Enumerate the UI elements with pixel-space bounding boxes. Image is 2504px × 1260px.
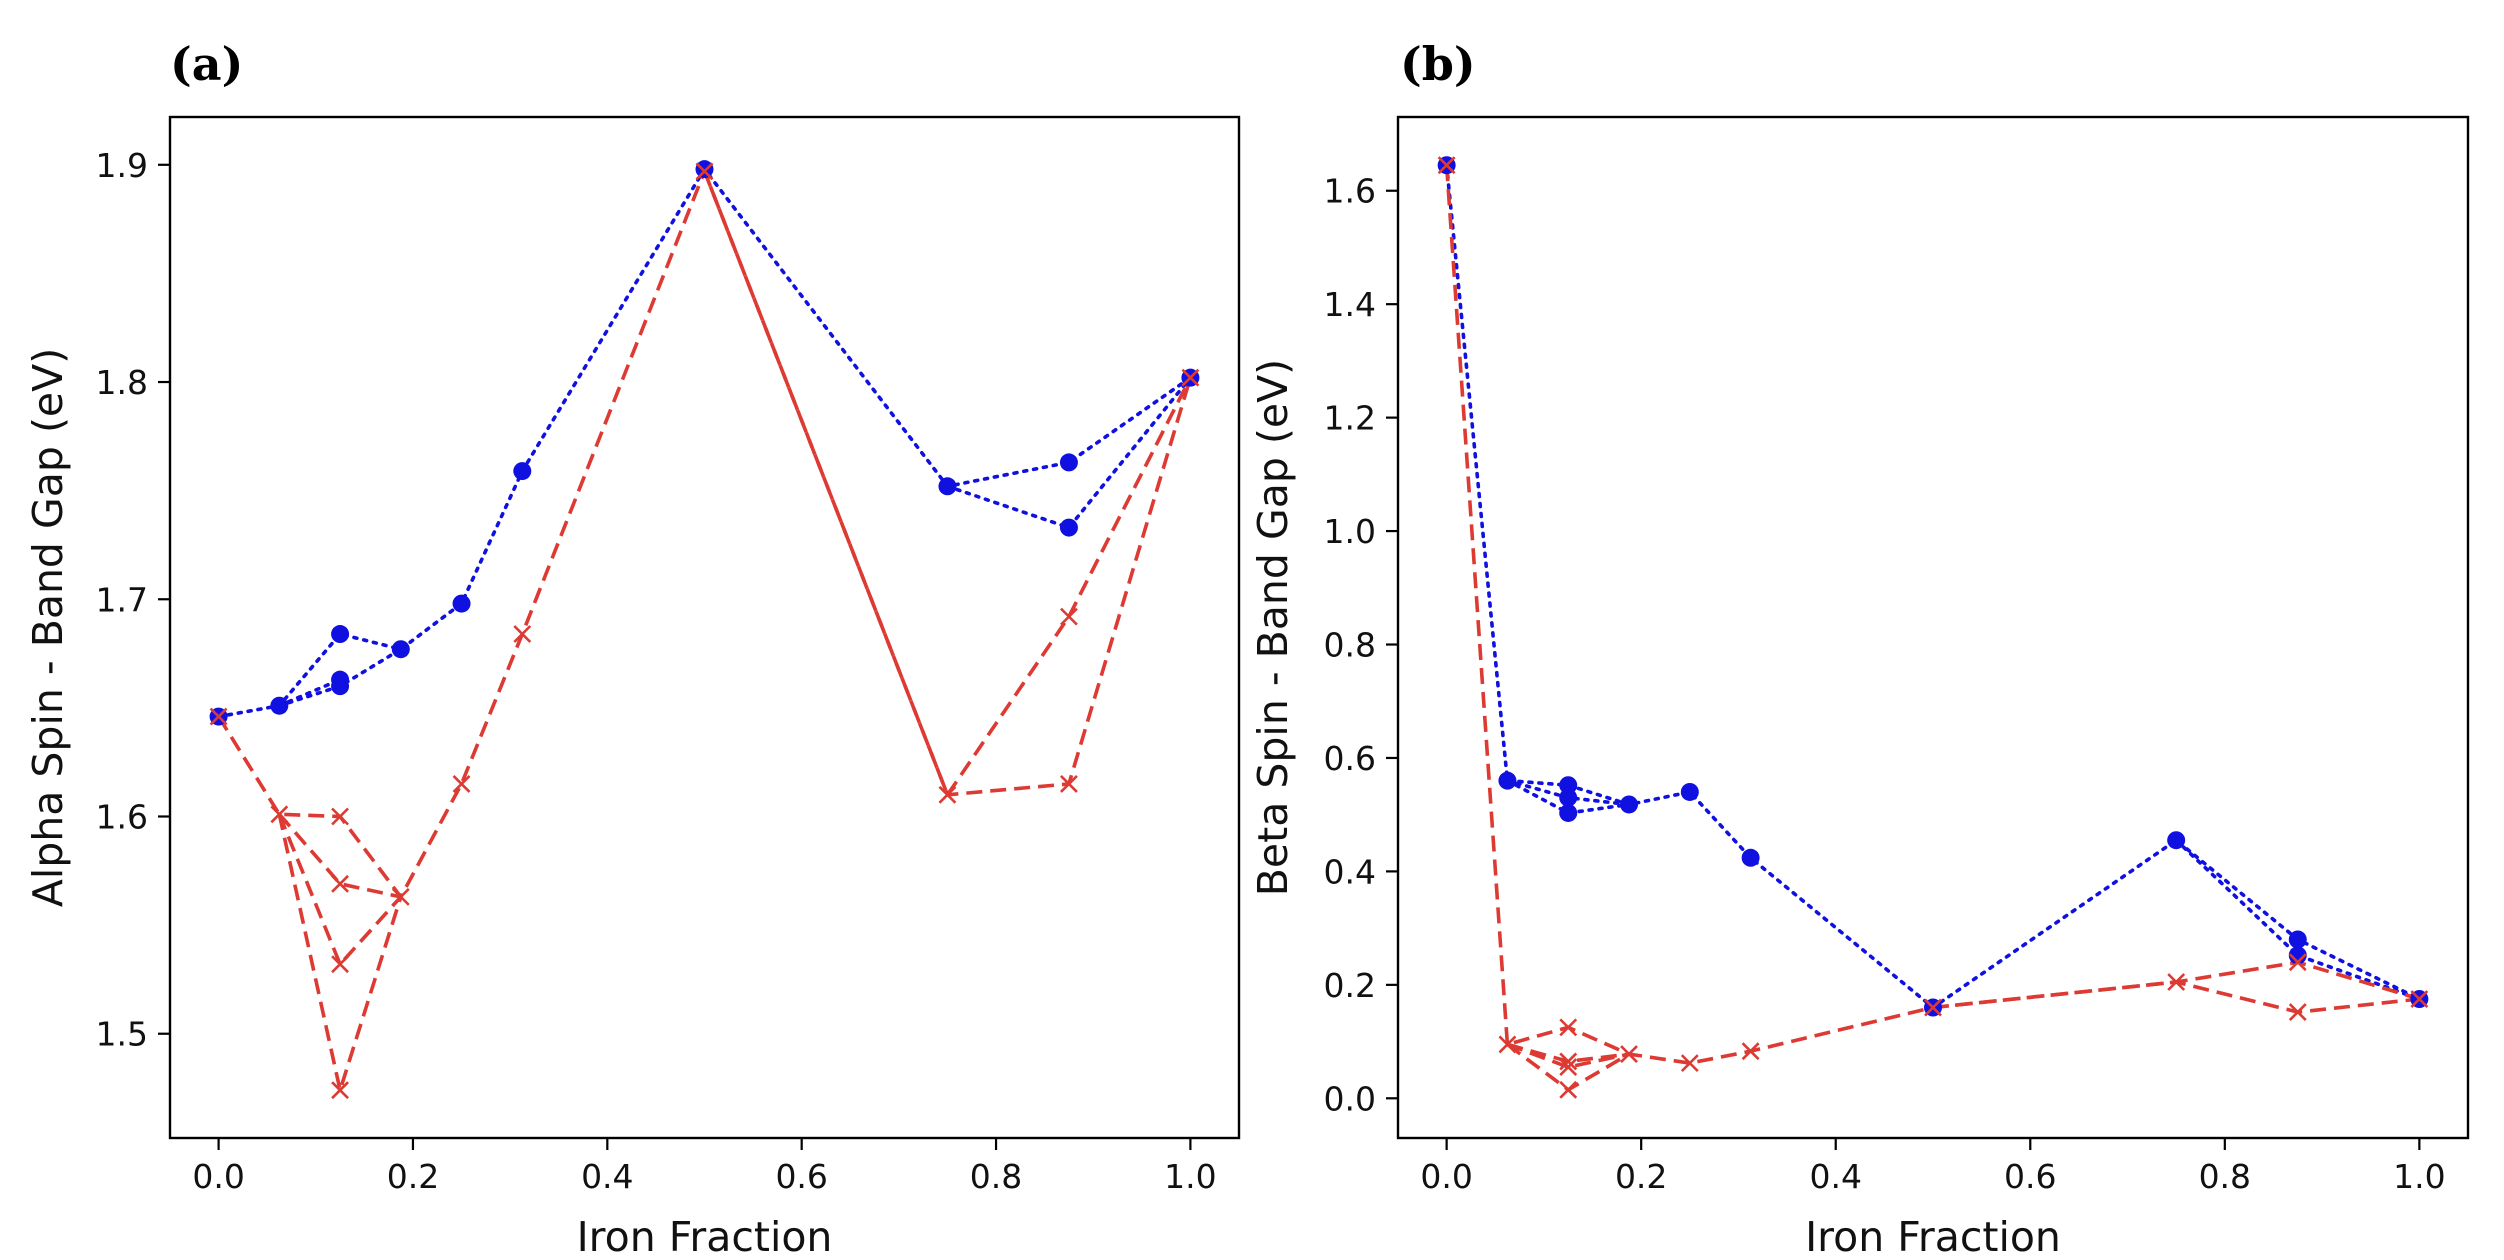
x-tick-label: 0.0 <box>1420 1157 1472 1196</box>
data-point-circle <box>1680 782 1699 801</box>
data-point-circle <box>938 477 957 496</box>
data-point-cross <box>1559 1052 1578 1071</box>
data-point-cross <box>1680 1054 1699 1073</box>
data-point-circle <box>391 640 410 659</box>
data-point-cross <box>1437 156 1456 175</box>
data-point-circle <box>270 696 289 715</box>
y-axis-label: Alpha Spin - Band Gap (eV) <box>24 348 72 907</box>
panel-label: (a) <box>170 37 243 91</box>
data-point-cross <box>2410 990 2429 1008</box>
data-point-cross <box>513 625 532 643</box>
data-point-circle <box>1620 795 1639 814</box>
data-point-circle <box>695 160 714 179</box>
y-tick-label: 1.2 <box>1324 399 1376 438</box>
panel-b: (b) 0.0 0.2 0.4 0.6 0.8 1.0 0.0 0.2 0.4 0.6 0.8 1.0 1… <box>1249 37 2470 1260</box>
red-dashed-crosses-line <box>217 166 1193 901</box>
data-point-cross <box>1181 368 1200 387</box>
data-point-cross <box>1924 998 1942 1017</box>
y-tick-label: 1.7 <box>96 580 148 619</box>
x-tick-label: 0.0 <box>192 1157 244 1196</box>
y-tick-label: 0.2 <box>1324 966 1376 1005</box>
data-point-cross <box>695 162 714 181</box>
y-tick-label: 1.6 <box>96 797 148 836</box>
data-point-cross <box>938 785 957 804</box>
data-point-circle <box>2288 930 2307 949</box>
red-dashed-crosses-line <box>277 813 403 968</box>
red-dashed-crosses-line <box>277 813 403 1098</box>
data-point-cross <box>1620 1045 1638 1063</box>
x-tick-label: 1.0 <box>2393 1157 2445 1196</box>
y-tick-label: 1.5 <box>96 1015 148 1054</box>
x-tick-label: 0.8 <box>970 1157 1022 1196</box>
x-tick-label: 0.2 <box>1615 1157 1667 1196</box>
blue-dotted-circles-line <box>1444 163 2422 1010</box>
data-point-circle <box>513 462 532 481</box>
data-point-circle <box>452 594 471 613</box>
blue-dotted-circles-line <box>2174 838 2422 1001</box>
y-tick-label: 0.6 <box>1324 739 1376 778</box>
data-point-circle <box>1498 771 1517 790</box>
red-dashed-crosses-line <box>946 376 1193 796</box>
data-point-cross <box>391 887 410 906</box>
y-tick-label: 0.8 <box>1324 626 1376 665</box>
red-dashed-crosses-line <box>1932 960 2420 1010</box>
red-dashed-crosses-line <box>1506 1042 1630 1069</box>
x-tick-label: 0.4 <box>581 1157 633 1196</box>
data-point-cross <box>1060 774 1078 793</box>
data-point-circle <box>2167 831 2186 850</box>
y-tick-label: 1.9 <box>96 146 148 185</box>
data-point-cross <box>209 707 228 726</box>
blue-dotted-circles-line <box>216 165 1193 719</box>
plot-frame <box>1396 115 2470 1140</box>
data-point-cross <box>331 874 349 893</box>
data-point-cross <box>331 1081 349 1100</box>
data-point-circle <box>1741 848 1760 867</box>
y-tick-label: 1.8 <box>96 363 148 402</box>
data-point-circle <box>2288 946 2307 965</box>
y-tick-label: 0.4 <box>1324 852 1376 891</box>
x-tick-label: 0.2 <box>387 1157 439 1196</box>
y-axis-label: Beta Spin - Band Gap (eV) <box>1249 359 1297 896</box>
x-tick-label: 0.6 <box>2004 1157 2056 1196</box>
red-dashed-crosses-line <box>277 813 402 899</box>
data-point-cross <box>2288 953 2307 972</box>
x-axis-label: Iron Fraction <box>577 1213 833 1260</box>
data-point-circle <box>1559 803 1578 822</box>
red-dashed-crosses-line <box>702 170 950 796</box>
y-tick-label: 1.4 <box>1324 285 1376 324</box>
blue-dotted-circles-line <box>277 677 342 708</box>
x-axis-label: Iron Fraction <box>1805 1213 2061 1260</box>
panel-a: (a) 0.0 0.2 0.4 0.6 0.8 1.0 1.5 1.6 1.7 1.8 1.9 Iron… <box>24 37 1241 1260</box>
y-tick-label: 1.0 <box>1324 512 1376 551</box>
data-point-cross <box>1559 1018 1578 1037</box>
data-point-cross <box>2167 973 2186 991</box>
data-point-circle <box>1559 788 1578 807</box>
y-tick-label: 0.0 <box>1324 1079 1376 1118</box>
red-dashed-crosses-line <box>1444 165 2420 1065</box>
x-tick-label: 0.8 <box>2199 1157 2251 1196</box>
x-tick-label: 0.4 <box>1809 1157 1861 1196</box>
data-point-cross <box>1498 1035 1517 1054</box>
data-point-cross <box>1060 607 1078 626</box>
data-point-circle <box>1059 518 1078 537</box>
data-point-circle <box>1059 453 1078 472</box>
x-tick-label: 1.0 <box>1164 1157 1216 1196</box>
data-point-cross <box>331 807 349 826</box>
data-point-cross <box>331 955 349 974</box>
data-point-cross <box>270 805 289 824</box>
data-point-cross <box>2288 1003 2307 1021</box>
data-point-cross <box>452 774 471 793</box>
plot-frame <box>168 115 1241 1140</box>
y-tick-label: 1.6 <box>1324 172 1376 211</box>
data-point-cross <box>1741 1042 1760 1061</box>
data-point-circle <box>1559 776 1578 795</box>
data-point-cross <box>1559 1058 1578 1077</box>
x-tick-label: 0.6 <box>775 1157 827 1196</box>
panel-label: (b) <box>1400 37 1476 91</box>
data-point-circle <box>331 625 350 644</box>
data-point-cross <box>1559 1080 1578 1099</box>
data-point-circle <box>331 670 350 689</box>
